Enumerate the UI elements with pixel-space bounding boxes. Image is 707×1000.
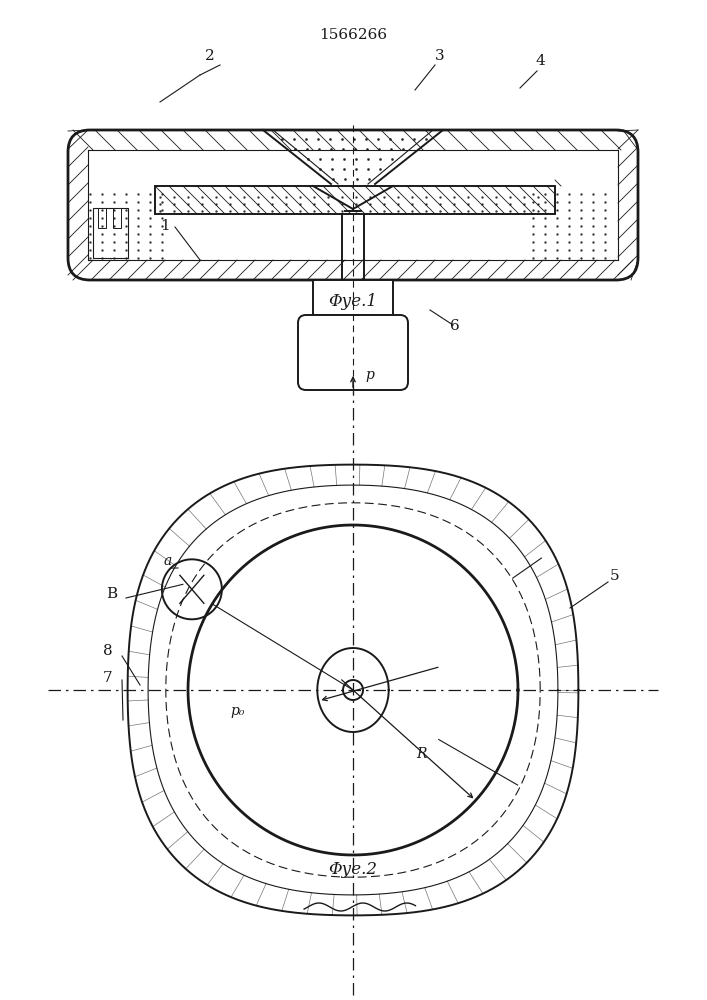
Text: p₀: p₀	[230, 704, 245, 718]
Text: 3: 3	[436, 49, 445, 63]
FancyBboxPatch shape	[68, 130, 638, 280]
Text: Φуе.1: Φуе.1	[329, 294, 378, 310]
Text: 7: 7	[103, 671, 113, 685]
Text: 5: 5	[610, 569, 620, 583]
Text: 2: 2	[205, 49, 215, 63]
Bar	[113, 208, 121, 228]
Text: 1566266: 1566266	[319, 28, 387, 42]
FancyBboxPatch shape	[298, 315, 408, 390]
Text: 8: 8	[103, 644, 113, 658]
Text: Φуе.2: Φуе.2	[329, 861, 378, 879]
Text: p: p	[365, 368, 374, 382]
Text: Β: Β	[107, 587, 117, 601]
Text: 4: 4	[535, 54, 545, 68]
Bar	[313, 280, 393, 315]
Bar	[93, 208, 128, 258]
Text: R: R	[416, 747, 426, 761]
Text: 1: 1	[160, 219, 170, 233]
Text: 6: 6	[450, 319, 460, 333]
Bar	[98, 208, 106, 228]
Text: a: a	[164, 554, 172, 568]
Bar	[155, 186, 555, 214]
